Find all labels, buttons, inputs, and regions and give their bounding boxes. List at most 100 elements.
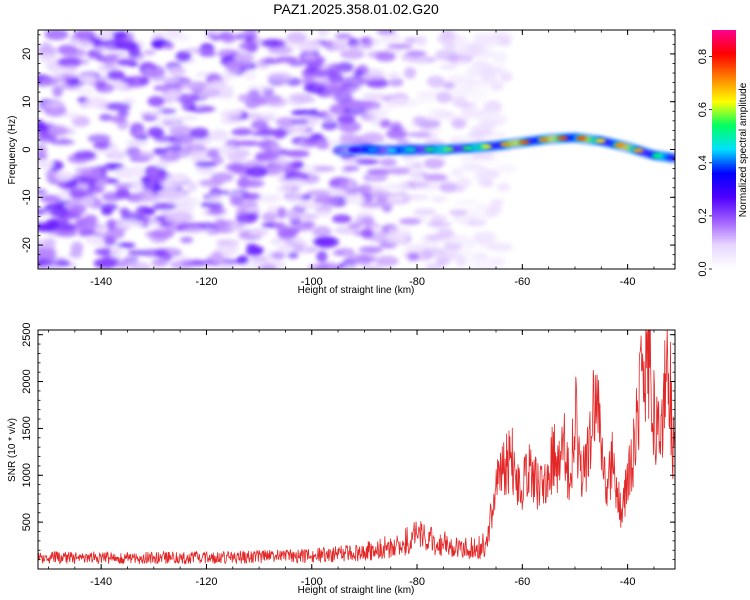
noise-blob (464, 66, 485, 79)
noise-blob (451, 118, 467, 129)
noise-blob (313, 195, 338, 205)
noise-blob (263, 94, 283, 103)
noise-blob (399, 218, 422, 225)
noise-blob (71, 115, 90, 127)
noise-blob (69, 188, 87, 199)
noise-blob (175, 50, 192, 62)
noise-blob (251, 130, 276, 137)
x-tick-label: -140 (90, 276, 112, 288)
noise-blob (276, 185, 293, 193)
noise-blob (322, 88, 339, 98)
colorbar: 0.0 0.2 0.4 0.6 0.8 Normalized spectral ampl… (697, 30, 749, 277)
noise-blob (469, 258, 486, 269)
noise-blob (147, 96, 165, 107)
noise-blob (348, 222, 363, 229)
noise-blob (286, 208, 301, 221)
noise-blob (412, 115, 426, 126)
noise-blob (127, 48, 141, 59)
noise-blob (293, 96, 316, 104)
noise-blob (210, 34, 221, 41)
noise-blob (95, 178, 108, 188)
ridge-core (556, 136, 568, 141)
noise-blob (323, 114, 335, 123)
y-tick-label: -20 (21, 237, 33, 253)
noise-blob (52, 85, 64, 98)
noise-blob (383, 184, 406, 190)
noise-blob (147, 220, 161, 227)
y-tick-label: 10 (21, 96, 33, 108)
noise-blob (478, 38, 496, 51)
noise-blob (492, 51, 507, 63)
noise-blob (394, 96, 408, 107)
y-tick-label: 20 (21, 48, 33, 60)
spectrogram-x-axis: -140 -120 -100 -80 -60 -40 (48, 30, 655, 288)
noise-blob (360, 132, 385, 145)
noise-blob (261, 58, 282, 65)
spectrogram-y-axis: -20 -10 0 10 20 (21, 34, 675, 265)
noise-blob (94, 46, 107, 53)
noise-blob (323, 186, 345, 193)
noise-blob (328, 63, 341, 73)
noise-blob (251, 37, 265, 43)
noise-blob (238, 41, 260, 51)
noise-blob (154, 159, 170, 169)
noise-blob (427, 127, 443, 134)
noise-blob (477, 68, 501, 76)
noise-blob (413, 208, 437, 215)
noise-blob (149, 70, 166, 82)
noise-blob (116, 242, 136, 249)
noise-blob (206, 229, 220, 235)
noise-blob (152, 174, 167, 184)
noise-blob (388, 77, 404, 87)
noise-blob (166, 175, 189, 182)
noise-blob (240, 262, 265, 269)
noise-blob (303, 52, 317, 61)
noise-blob (106, 219, 117, 231)
x-tick-label: -80 (409, 576, 425, 588)
noise-blob (489, 61, 508, 68)
noise-blob (260, 38, 287, 48)
noise-blob (120, 76, 135, 84)
noise-blob (168, 125, 195, 137)
noise-blob (147, 126, 165, 138)
noise-blob (94, 248, 112, 256)
noise-blob (333, 92, 353, 104)
noise-blob (316, 141, 330, 150)
noise-blob (465, 80, 486, 88)
noise-blob (267, 72, 293, 82)
noise-blob (113, 261, 139, 267)
noise-blob (134, 151, 156, 161)
noise-blob (427, 76, 446, 88)
noise-blob (267, 45, 293, 55)
snr-series-line (38, 330, 675, 566)
noise-blob (425, 159, 446, 166)
noise-blob (457, 177, 472, 189)
noise-blob (42, 101, 66, 109)
y-tick-label: -10 (21, 189, 33, 205)
noise-blob (139, 111, 158, 118)
noise-blob (203, 30, 219, 34)
noise-blob (283, 166, 297, 176)
noise-blob (157, 188, 184, 201)
noise-blob (167, 66, 187, 76)
noise-blob (366, 168, 391, 176)
noise-blob (327, 71, 344, 83)
noise-blob (385, 233, 407, 244)
noise-blob (199, 50, 217, 57)
noise-blob (70, 241, 84, 253)
colorbar-tick-label: 0.4 (697, 155, 709, 170)
noise-blob (307, 264, 330, 269)
noise-blob (165, 90, 180, 102)
noise-blob (451, 168, 464, 178)
noise-blob (280, 228, 300, 235)
x-tick-label: -100 (301, 576, 323, 588)
noise-blob (339, 49, 365, 60)
noise-blob (141, 183, 166, 191)
x-tick-label: -40 (620, 276, 636, 288)
noise-blob (451, 96, 468, 106)
noise-blob (257, 194, 282, 203)
noise-blob (317, 30, 329, 38)
noise-blob (228, 60, 250, 66)
noise-blob (305, 189, 332, 197)
